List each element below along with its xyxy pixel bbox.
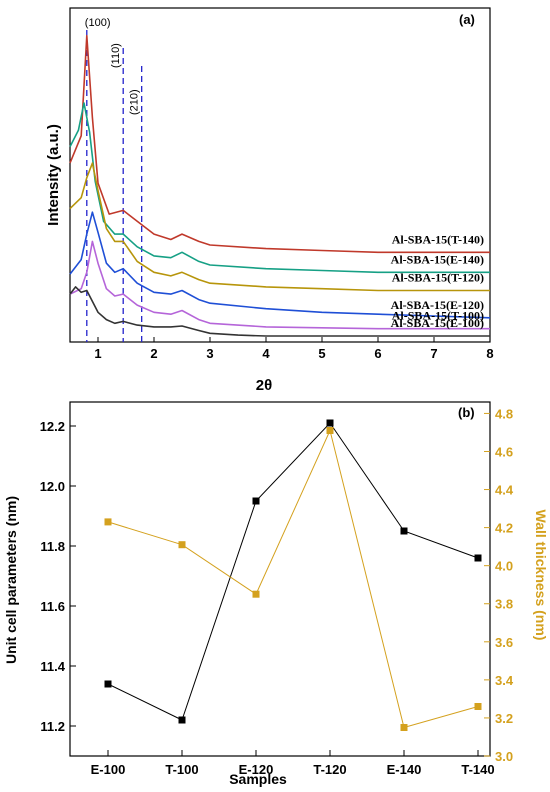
x-tick-label: 4: [262, 346, 270, 361]
series-line: [107, 422, 479, 721]
left-y-tick-label: 11.8: [40, 539, 65, 554]
data-point-marker: [474, 554, 482, 562]
series-label: Al-SBA-15(T-120): [392, 271, 484, 285]
panel-b-label: (b): [458, 405, 475, 420]
data-point-marker: [178, 541, 186, 549]
right-y-tick-label: 3.0: [495, 749, 513, 764]
data-point-marker: [178, 716, 186, 724]
panel-b-plot-frame: [69, 401, 491, 757]
x-tick-label: 2: [150, 346, 157, 361]
x-category-label: E-120: [239, 762, 274, 777]
x-tick-label: 5: [318, 346, 325, 361]
right-y-tick-label: 4.2: [495, 521, 513, 536]
x-category-label: E-140: [387, 762, 422, 777]
right-y-tick-label: 4.4: [495, 483, 514, 498]
data-point-marker: [400, 724, 408, 731]
x-tick-label: 8: [486, 346, 493, 361]
data-point-marker: [326, 427, 334, 434]
series-label: Al-SBA-15(T-140): [392, 232, 484, 246]
right-y-tick-label: 4.0: [495, 559, 513, 574]
panel-b-left-axis-title: Unit cell parameters (nm): [3, 496, 19, 664]
xrd-curve: [69, 240, 490, 330]
xrd-curve: [69, 211, 491, 319]
xrd-curve: [69, 34, 490, 254]
x-category-label: T-100: [165, 762, 198, 777]
left-y-tick-label: 11.6: [40, 599, 65, 614]
x-tick-label: 7: [430, 346, 437, 361]
x-tick-label: 1: [94, 346, 101, 361]
right-y-tick-label: 3.2: [495, 711, 513, 726]
panel-a-label: (a): [459, 12, 475, 27]
left-y-tick-label: 11.4: [40, 659, 65, 674]
x-category-label: T-140: [461, 762, 494, 777]
right-y-tick-label: 4.8: [495, 406, 513, 421]
xrd-curve: [69, 162, 490, 292]
data-point-marker: [104, 518, 112, 526]
series-line: [107, 428, 479, 729]
xrd-curve: [69, 102, 490, 274]
panel-b-right-axis-title: Wall thickness (nm): [533, 510, 549, 641]
data-point-marker: [104, 680, 112, 688]
peak-marker-label: (110): [110, 43, 122, 68]
panel-a-xrd-patterns: (100) (110) (210) Al-SBA-15(T-140) Al-SBA-1…: [45, 7, 494, 394]
series-label: Al-SBA-15(E-100): [391, 316, 484, 330]
x-tick-label: 6: [374, 346, 381, 361]
xrd-curve: [69, 286, 490, 337]
x-tick-label: 3: [206, 346, 213, 361]
series-label: Al-SBA-15(E-120): [391, 298, 484, 312]
panel-a-y-axis-title: Intensity (a.u.): [45, 124, 62, 226]
panel-a-x-axis-title: 2θ: [256, 377, 272, 394]
peak-marker-label: (210): [129, 89, 141, 115]
data-point-marker: [326, 419, 334, 427]
series-label: Al-SBA-15(E-140): [391, 252, 484, 266]
series-label: Al-SBA-15(T-100): [392, 309, 484, 323]
data-point-marker: [474, 703, 482, 710]
x-category-label: T-120: [313, 762, 346, 777]
right-y-tick-label: 3.8: [495, 597, 513, 612]
right-y-tick-label: 3.6: [495, 635, 513, 650]
data-point-marker: [400, 527, 408, 535]
left-y-tick-label: 12.2: [40, 419, 65, 434]
left-y-tick-label: 11.2: [40, 719, 65, 734]
peak-marker-label: (100): [85, 17, 111, 29]
panel-b-x-axis-title: Samples: [229, 771, 287, 787]
panel-b-cell-parameters: 11.2 11.4 11.6 11.8 12.0 12.2 3.0 3.2 3.4 3.6 3.8…: [3, 401, 549, 787]
right-y-tick-label: 4.6: [495, 444, 513, 459]
data-point-marker: [252, 497, 260, 505]
panel-a-plot-frame: [69, 7, 491, 343]
right-y-tick-label: 3.4: [495, 673, 514, 688]
left-y-tick-label: 12.0: [40, 479, 65, 494]
x-category-label: E-100: [91, 762, 126, 777]
data-point-marker: [252, 590, 260, 598]
